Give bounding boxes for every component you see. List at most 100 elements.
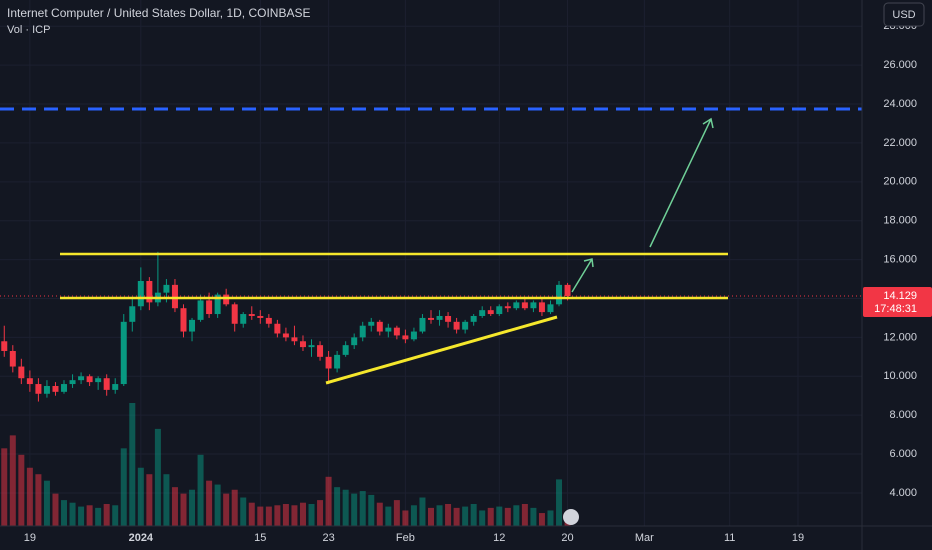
volume-bar [9, 435, 16, 526]
candle-body [163, 284, 170, 293]
candle-body [189, 319, 196, 332]
y-tick-label: 6.000 [889, 448, 917, 460]
candle-body [61, 384, 68, 392]
candle-body [496, 306, 503, 315]
x-tick-label: 2024 [129, 532, 154, 544]
volume-bar [479, 510, 486, 526]
candle-body [479, 310, 486, 316]
candle-body [197, 300, 204, 320]
volume-bar [445, 503, 452, 526]
volume-label: Vol · ICP [7, 24, 50, 36]
volume-bar [274, 505, 281, 526]
candle-body [137, 280, 144, 307]
candle-body [410, 331, 417, 340]
candle-body [248, 314, 255, 316]
arrow [571, 258, 594, 293]
volume-bar [291, 505, 298, 526]
candle-body [325, 356, 332, 369]
volume-bar [428, 507, 434, 526]
volume-bar [436, 505, 443, 526]
candle-body [487, 310, 494, 315]
candle-body [1, 341, 8, 351]
volume-bar [69, 502, 76, 526]
candle-body [146, 280, 153, 303]
volume-bar [206, 480, 213, 526]
candle-body [35, 384, 42, 394]
volume-bar [214, 484, 221, 526]
volume-bar [513, 505, 520, 526]
candle-body [376, 321, 383, 332]
candle-body [95, 378, 102, 383]
volume-bar [317, 500, 324, 526]
trend-line [325, 315, 558, 385]
y-tick-label: 18.000 [883, 215, 917, 227]
volume-bar [419, 497, 426, 526]
y-tick-label: 26.000 [883, 59, 917, 71]
candle-body [504, 306, 511, 309]
volume-bar [189, 489, 196, 526]
volume-bar [137, 467, 144, 526]
x-tick-label: 20 [561, 532, 573, 544]
volume-bar [308, 503, 315, 526]
candle-body [538, 302, 545, 313]
candle-body [470, 315, 477, 322]
event-icon[interactable] [563, 509, 579, 525]
volume-bar [171, 487, 178, 526]
x-tick-label: 11 [724, 532, 735, 544]
volume-bar [120, 448, 127, 526]
volume-bar [240, 497, 247, 526]
candle-body [342, 345, 349, 355]
candle-body [334, 354, 341, 369]
y-tick-label: 10.000 [883, 370, 917, 382]
candle-body [231, 304, 238, 324]
candle-body [86, 376, 93, 383]
volume-layer [1, 403, 571, 526]
drawings [0, 107, 862, 385]
volume-bar [163, 474, 170, 526]
y-tick-label: 20.000 [883, 176, 917, 188]
volume-bar [43, 480, 50, 526]
volume-bar [26, 467, 33, 526]
volume-bar [334, 487, 341, 526]
candle-body [43, 385, 50, 394]
candle-body [436, 315, 443, 320]
currency-button[interactable] [883, 2, 925, 27]
y-tick-label: 8.000 [889, 409, 917, 421]
volume-bar [248, 502, 255, 526]
currency-button-label[interactable]: USD [892, 9, 915, 21]
volume-bar [129, 403, 136, 526]
candle-body [214, 294, 221, 315]
volume-bar [504, 507, 511, 526]
candle-body [265, 317, 272, 324]
volume-bar [52, 493, 59, 526]
candle-body [180, 308, 187, 332]
candle-body [308, 345, 315, 348]
volume-bar [223, 493, 230, 526]
candle-body [206, 300, 213, 315]
candle-body [351, 337, 358, 346]
volume-bar [103, 503, 110, 526]
candle-body [9, 350, 16, 367]
volume-bar [86, 505, 93, 526]
x-tick-label: Feb [396, 532, 415, 544]
volume-bar [257, 506, 264, 526]
volume-bar [547, 510, 554, 526]
countdown-label: 17:48:31 [874, 303, 917, 315]
candle-body [120, 321, 127, 385]
volume-bar [35, 474, 42, 526]
volume-bar [154, 428, 161, 526]
candle-body [547, 304, 554, 313]
y-tick-label: 12.000 [883, 331, 917, 343]
candle-body [282, 333, 289, 338]
volume-bar [180, 493, 187, 526]
candle-body [69, 380, 76, 385]
volume-bar [538, 513, 545, 526]
x-tick-label: 19 [792, 532, 804, 544]
candle-body [385, 327, 392, 332]
arrow [649, 117, 714, 248]
candle-body [513, 302, 520, 309]
last-price-box [863, 286, 932, 317]
candle-body [26, 378, 33, 385]
